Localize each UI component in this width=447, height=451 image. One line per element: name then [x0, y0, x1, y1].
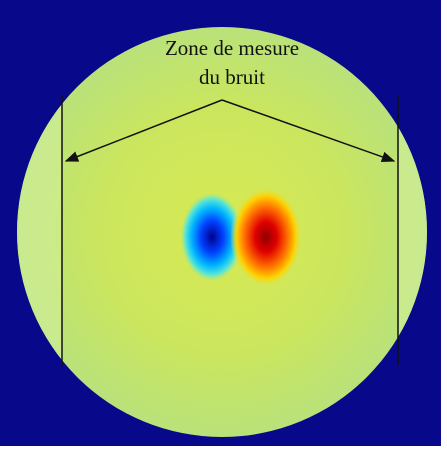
annotation-line: Zone de mesure: [165, 36, 299, 60]
arrow-left: [64, 99, 223, 162]
dipole-positive: [230, 187, 302, 287]
dipole-negative: [180, 192, 244, 282]
annotation-line: du bruit: [199, 65, 265, 89]
arrow-right: [221, 99, 396, 163]
